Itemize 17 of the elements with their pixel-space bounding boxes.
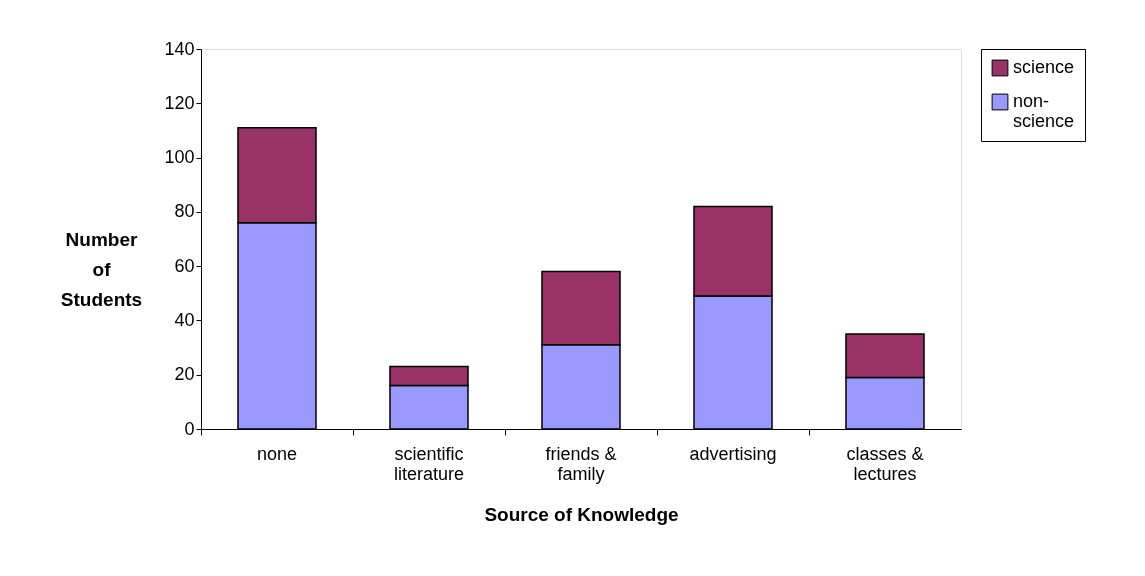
y-tick-label: 100 <box>164 147 195 168</box>
legend-label: science <box>1013 57 1075 77</box>
y-axis-title: Number of Students <box>60 228 143 310</box>
y-tick-label: 80 <box>174 201 195 222</box>
x-tick-label: none <box>256 443 298 464</box>
y-tick-label: 20 <box>174 364 195 385</box>
y-tick-label: 0 <box>184 418 195 439</box>
x-tick-label: advertising <box>689 443 777 464</box>
x-tick-label: classes & lectures <box>846 443 924 484</box>
y-tick-label: 60 <box>174 255 195 276</box>
y-tick-label: 120 <box>164 92 195 113</box>
y-tick-label: 140 <box>164 38 195 59</box>
legend-label: non-science <box>1013 91 1075 131</box>
x-tick-label: friends & family <box>545 443 617 484</box>
x-axis-title: Source of Knowledge <box>484 503 679 525</box>
x-tick-label: scientific literature <box>393 443 465 484</box>
y-tick-label: 40 <box>174 309 195 330</box>
